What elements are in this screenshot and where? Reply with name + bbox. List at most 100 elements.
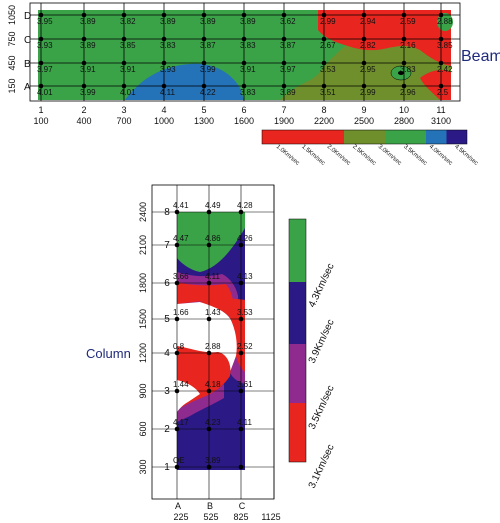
beam-value-label: 4.01 — [37, 88, 53, 97]
beam-value-label: 3.91 — [80, 65, 96, 74]
column-node — [206, 209, 212, 215]
beam-node — [241, 36, 247, 42]
column-values: 4.41 4.49 4.28 4.47 4.86 4.26 3.66 4.11 4.13 1.66… — [173, 201, 253, 465]
beam-col-label: 4 — [161, 105, 166, 115]
beam-legend-swatch — [303, 130, 324, 144]
beam-node — [81, 12, 87, 18]
beam-value-label: 2.96 — [400, 88, 416, 97]
column-axes: 8 2400 7 2100 6 1800 5 1500 4 1200 3 900 2 600 1 300 A B C… — [138, 202, 281, 522]
beam-legend-label: 1.5Km/sec — [300, 144, 326, 167]
beam-grid — [30, 3, 460, 101]
beam-node — [38, 36, 44, 42]
column-value-label: 4.47 — [173, 234, 189, 243]
beam-node — [361, 60, 367, 66]
beam-value-label: 3.83 — [400, 65, 416, 74]
column-node — [238, 426, 244, 432]
column-contour-map: 4.41 4.49 4.28 4.47 4.86 4.26 3.66 4.11 4.13 1.66… — [86, 184, 281, 522]
beam-value-label: 4.11 — [160, 88, 176, 97]
beam-value-label: 3.95 — [37, 17, 53, 26]
beam-node — [81, 36, 87, 42]
column-row-label: 8 — [164, 207, 170, 218]
beam-node — [401, 60, 407, 66]
beam-node — [241, 12, 247, 18]
beam-legend-label: 4.5Km/sec — [453, 144, 479, 167]
column-value-label: 1.43 — [205, 308, 221, 317]
beam-node — [161, 60, 167, 66]
beam-legend-swatch — [262, 130, 283, 144]
beam-row-dim: 750 — [7, 31, 17, 46]
beam-value-label: 3.89 — [80, 17, 96, 26]
column-node — [238, 242, 244, 248]
column-row-label: 7 — [164, 240, 170, 251]
column-value-label: 4.13 — [237, 272, 253, 281]
beam-value-label: 2.82 — [360, 41, 376, 50]
column-row-dim: 2100 — [138, 235, 148, 255]
column-legend-label: 3.1Km/sec — [307, 443, 337, 490]
beam-region-blue — [125, 63, 244, 100]
column-legend-swatch — [289, 403, 306, 462]
column-value-label: 0.8 — [173, 342, 185, 351]
column-region-white-lower — [177, 380, 200, 412]
beam-value-label: 3.89 — [160, 17, 176, 26]
beam-node — [401, 12, 407, 18]
column-col-label: B — [207, 501, 213, 511]
beam-legend-label: 2.5Km/sec — [351, 144, 377, 167]
column-node — [174, 426, 180, 432]
column-node — [174, 280, 180, 286]
beam-value-label: 3.89 — [80, 41, 96, 50]
beam-node — [241, 83, 247, 89]
beam-node — [281, 36, 287, 42]
beam-value-label: 3.83 — [160, 41, 176, 50]
beam-col-label: 1 — [38, 105, 43, 115]
column-node — [174, 316, 180, 322]
beam-value-label: 3.82 — [120, 17, 136, 26]
beam-col-dim: 100 — [33, 116, 48, 126]
column-value-label: 4.41 — [173, 201, 189, 210]
beam-value-label: 3.91 — [240, 65, 256, 74]
beam-legend-frame — [261, 129, 468, 145]
beam-node — [438, 60, 444, 66]
column-row-label: 2 — [164, 424, 170, 435]
beam-node — [321, 12, 327, 18]
column-node — [238, 280, 244, 286]
beam-legend-label: 3.0Km/sec — [377, 144, 403, 167]
beam-row-label: D — [24, 11, 31, 22]
beam-value-label: 3.93 — [160, 65, 176, 74]
beam-node — [438, 12, 444, 18]
beam-value-label: 3.53 — [320, 65, 336, 74]
beam-value-label: 2.16 — [400, 41, 416, 50]
column-value-label: 1.44 — [173, 380, 189, 389]
column-row-label: 1 — [164, 462, 170, 473]
beam-value-label: 3.85 — [120, 41, 136, 50]
beam-legend-swatch — [323, 130, 344, 144]
column-legend-label: 4.3Km/sec — [307, 262, 337, 309]
column-value-label: 4.49 — [205, 201, 221, 210]
beam-legend-label: 1.0Km/sec — [275, 144, 301, 167]
beam-col-dim: 1600 — [234, 116, 254, 126]
beam-node — [121, 60, 127, 66]
beam-col-dim: 400 — [76, 116, 91, 126]
beam-value-label: 3.99 — [80, 88, 96, 97]
column-row-dim: 900 — [138, 383, 148, 398]
beam-node — [401, 83, 407, 89]
column-legend-swatch — [289, 344, 306, 403]
beam-region-red-bottom — [420, 70, 451, 100]
column-value-label: OE — [173, 456, 185, 465]
beam-value-label: 2.42 — [437, 65, 453, 74]
beam-node — [38, 60, 44, 66]
column-value-label: 3.53 — [237, 308, 253, 317]
column-col-dim: 225 — [173, 512, 188, 522]
column-row-dim: 1200 — [138, 343, 148, 363]
beam-values: 3.95 3.89 3.82 3.89 3.89 3.89 3.62 2.99 2.94 2.59… — [37, 17, 453, 97]
column-legend-label: 3.5Km/sec — [307, 384, 337, 431]
beam-legend-swatch — [344, 130, 365, 144]
beam-value-label: 3.89 — [200, 17, 216, 26]
beam-legend-label: 2.0Km/sec — [326, 144, 352, 167]
beam-value-label: 3.97 — [37, 65, 53, 74]
column-title: Column — [86, 346, 131, 361]
column-value-label: 4.26 — [237, 234, 253, 243]
beam-col-dim: 1900 — [274, 116, 294, 126]
beam-node — [321, 83, 327, 89]
beam-row-dim: 1050 — [7, 5, 17, 25]
